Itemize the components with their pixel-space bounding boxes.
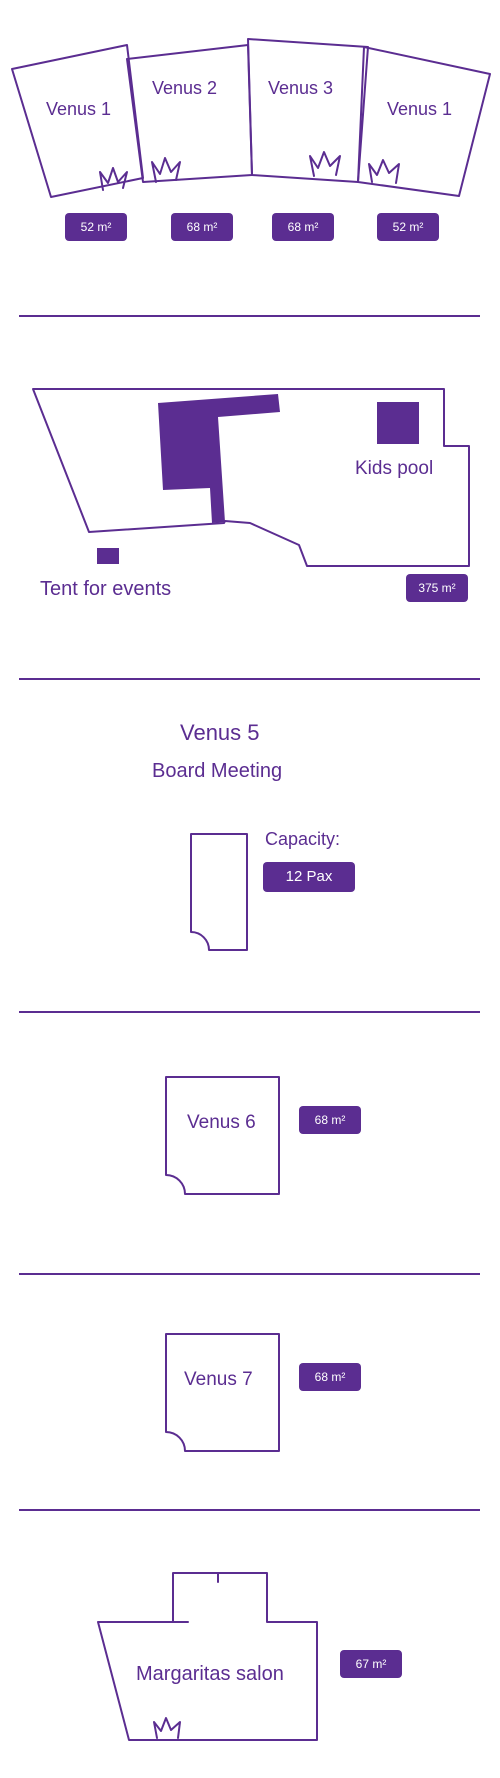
section-divider [19,678,480,680]
room-venus-1-right-outline [357,46,491,197]
venus-5-title: Venus 5 [180,720,260,745]
margaritas-salon-outline [97,1572,318,1741]
area-badge-margaritas: 67 m² [340,1650,402,1678]
venus-5-subtitle: Board Meeting [152,760,283,782]
area-badge-venus-3: 68 m² [272,213,334,241]
room-label-venus-1-left: Venus 1 [46,99,112,119]
kids-pool-label: Kids pool [355,458,434,479]
area-badge-venus-6: 68 m² [299,1106,361,1134]
section-divider [19,1273,480,1275]
venus-5-floorplan [190,833,248,951]
area-badge-venus-1-right: 52 m² [377,213,439,241]
plant-icon [153,1717,181,1739]
tent-marker [97,548,119,564]
garden-floorplan [32,388,470,567]
plant-icon [368,159,400,184]
tent-for-events-label: Tent for events [40,578,172,600]
area-badge-venus-2: 68 m² [171,213,233,241]
plant-icon [99,167,128,191]
section-divider [19,1011,480,1013]
building-block [158,394,280,523]
venus-6-room-outline [165,1076,280,1195]
area-badge-venus-1-left: 52 m² [65,213,127,241]
capacity-label: Capacity: [265,829,341,849]
venus-7-label: Venus 7 [184,1369,253,1390]
venus-5-room-outline [190,833,248,951]
garden-outline [32,388,470,567]
section-divider [19,315,480,317]
plant-icon [151,157,181,183]
kids-pool-shape [377,402,419,444]
capacity-badge: 12 Pax [263,862,355,892]
venus-6-floorplan [165,1076,280,1195]
venus-7-floorplan [165,1333,280,1452]
room-label-venus-1-right: Venus 1 [387,99,453,119]
area-badge-garden: 375 m² [406,574,468,602]
area-badge-venus-7: 68 m² [299,1363,361,1391]
plant-icon [309,151,341,177]
room-label-venus-2: Venus 2 [152,78,218,98]
venus-rooms-floorplan [11,38,491,198]
margaritas-salon-label: Margaritas salon [136,1663,284,1685]
venus-7-room-outline [165,1333,280,1452]
venus-6-label: Venus 6 [187,1112,256,1133]
section-divider [19,1509,480,1511]
room-label-venus-3: Venus 3 [268,78,334,98]
